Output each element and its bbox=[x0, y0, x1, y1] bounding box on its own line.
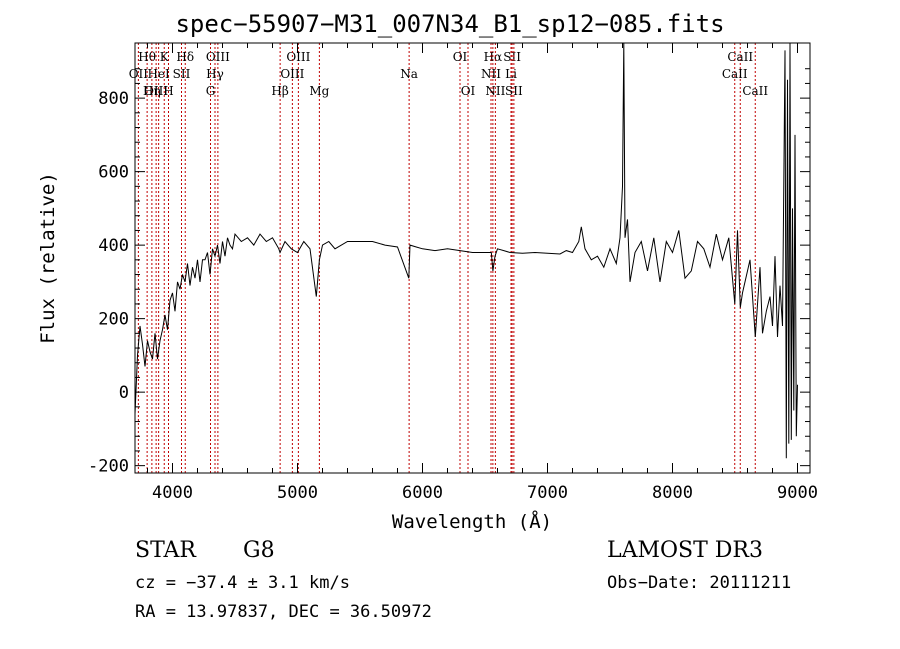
line-label: SII bbox=[505, 84, 523, 98]
line-label: CaII bbox=[742, 84, 768, 98]
x-tick-label: 9000 bbox=[777, 483, 818, 503]
line-label: Hα bbox=[484, 50, 503, 64]
plot-frame bbox=[134, 42, 811, 474]
line-label: K bbox=[160, 50, 170, 64]
line-label: SII bbox=[173, 67, 191, 81]
line-label: Hη bbox=[143, 84, 161, 98]
line-label: Mg bbox=[309, 84, 329, 98]
x-tick-label: 5000 bbox=[277, 483, 318, 503]
line-label: OIII bbox=[206, 50, 230, 64]
line-label: OI bbox=[453, 50, 468, 64]
line-label: Li bbox=[505, 67, 517, 81]
line-label: Hδ bbox=[176, 50, 194, 64]
flux-series-line bbox=[134, 42, 798, 459]
y-tick-label: 0 bbox=[119, 383, 129, 403]
y-tick-label: -200 bbox=[88, 457, 129, 477]
line-label: Hθ bbox=[138, 50, 156, 64]
x-tick-label: 4000 bbox=[152, 483, 193, 503]
survey-name: LAMOST DR3 bbox=[607, 538, 763, 563]
redshift-cz: cz = −37.4 ± 3.1 km/s bbox=[135, 573, 350, 593]
y-tick-label: 800 bbox=[98, 89, 129, 109]
x-tick-label: 6000 bbox=[402, 483, 443, 503]
line-label: G bbox=[206, 84, 216, 98]
line-label: H bbox=[163, 84, 173, 98]
line-label: OIII bbox=[280, 67, 304, 81]
line-label: CaII bbox=[727, 50, 753, 64]
x-tick-label: 7000 bbox=[527, 483, 568, 503]
line-label: Hγ bbox=[206, 67, 224, 81]
line-label: OI bbox=[461, 84, 476, 98]
observation-date: Obs−Date: 20111211 bbox=[607, 573, 792, 593]
x-tick-label: 8000 bbox=[652, 483, 693, 503]
line-label: SII bbox=[503, 50, 521, 64]
line-label: OII bbox=[129, 67, 149, 81]
y-tick-label: 200 bbox=[98, 310, 129, 330]
y-axis-label: Flux (relative) bbox=[37, 172, 59, 344]
y-tick-label: 600 bbox=[98, 163, 129, 183]
line-label: Na bbox=[400, 67, 418, 81]
x-axis-label: Wavelength (Å) bbox=[392, 510, 552, 533]
y-tick-label: 400 bbox=[98, 236, 129, 256]
line-label: CaII bbox=[722, 67, 748, 81]
axis-ticks: 4000 5000 6000 7000 8000 9000 -200 0 200 400 600 80… bbox=[88, 43, 818, 503]
line-label: Hβ bbox=[271, 84, 288, 98]
ra-dec-coordinates: RA = 13.97837, DEC = 36.50972 bbox=[135, 602, 432, 622]
line-label: OIII bbox=[286, 50, 310, 64]
object-subclass: G8 bbox=[243, 538, 275, 563]
line-label: HeI bbox=[147, 67, 170, 81]
line-label: NII bbox=[485, 84, 505, 98]
chart-title: spec−55907−M31_007N34_B1_sp12−085.fits bbox=[175, 10, 725, 38]
object-class: STAR bbox=[135, 538, 196, 563]
line-label: NII bbox=[481, 67, 501, 81]
line-label: OIII bbox=[144, 84, 168, 98]
